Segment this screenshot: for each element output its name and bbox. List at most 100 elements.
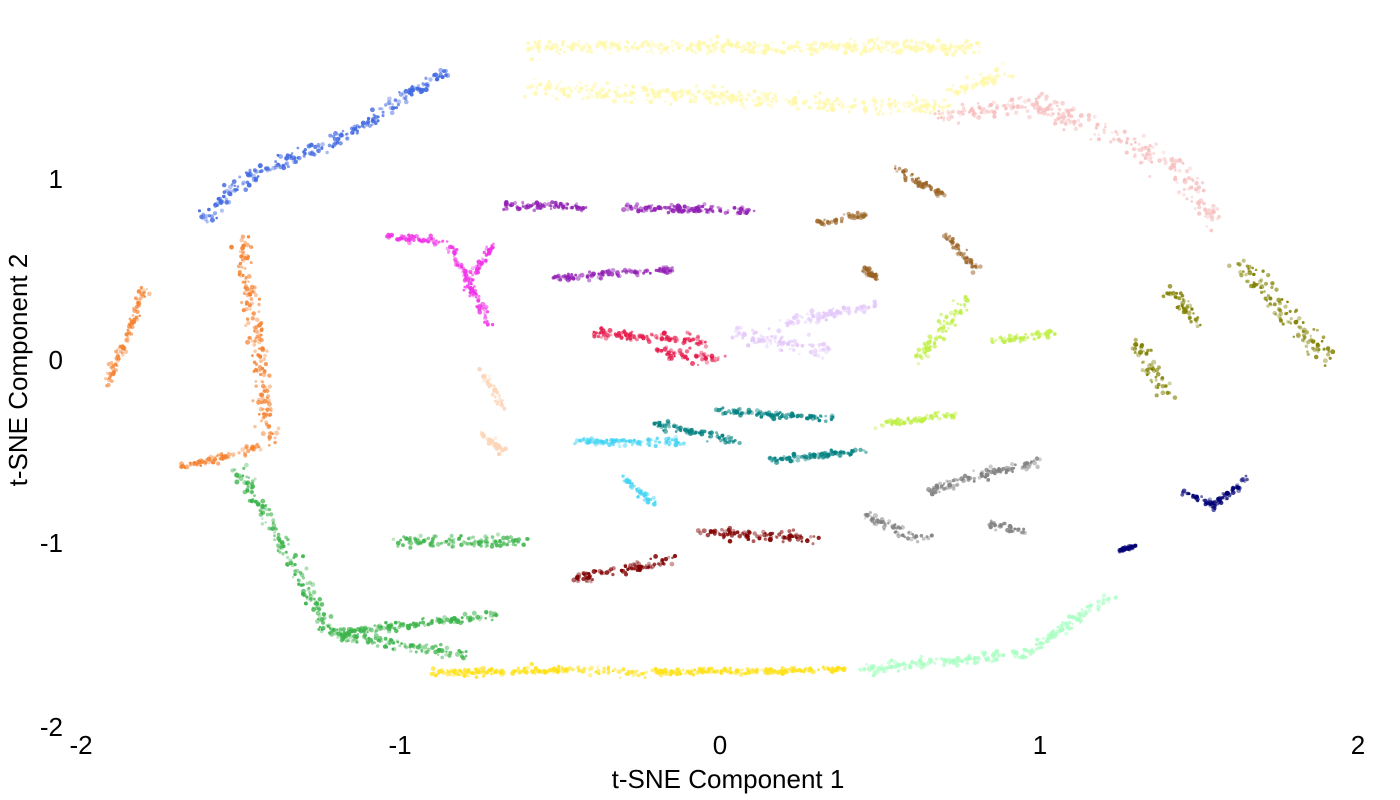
scatter-point (249, 489, 254, 495)
scatter-point (433, 72, 439, 78)
scatter-point (590, 88, 594, 92)
scatter-point (674, 430, 678, 433)
scatter-point (391, 103, 394, 106)
scatter-point (713, 359, 717, 363)
scatter-point (944, 315, 948, 320)
scatter-point (954, 663, 960, 668)
scatter-point (1079, 619, 1083, 623)
scatter-point (529, 661, 534, 667)
scatter-point (893, 167, 897, 170)
scatter-point (1055, 100, 1059, 104)
scatter-point (1025, 109, 1030, 113)
scatter-point (694, 342, 698, 346)
scatter-point (944, 51, 950, 57)
scatter-point (963, 297, 968, 302)
scatter-point (495, 390, 499, 395)
scatter-point (484, 313, 487, 317)
scatter-point (915, 421, 919, 424)
scatter-point (459, 262, 464, 268)
scatter-point (813, 354, 817, 357)
scatter-point (790, 320, 796, 326)
scatter-point (1172, 176, 1178, 182)
scatter-point (245, 317, 250, 321)
scatter-point (669, 561, 675, 567)
scatter-point (1013, 463, 1017, 467)
series-group (730, 299, 878, 360)
scatter-point (482, 306, 488, 312)
scatter-point (1056, 116, 1061, 121)
scatter-point (704, 96, 708, 100)
scatter-point (293, 159, 299, 164)
scatter-point (266, 424, 271, 430)
scatter-point (850, 103, 856, 109)
scatter-point (297, 578, 301, 583)
scatter-point (953, 308, 958, 314)
scatter-point (743, 411, 748, 415)
scatter-point (666, 50, 670, 54)
scatter-point (741, 411, 745, 415)
scatter-point (902, 45, 906, 49)
scatter-point (1070, 614, 1075, 620)
scatter-point (1202, 201, 1206, 206)
scatter-point (887, 97, 891, 101)
scatter-point (687, 45, 693, 51)
scatter-point (257, 302, 261, 307)
scatter-point (431, 671, 437, 676)
scatter-point (483, 316, 488, 321)
scatter-point (1304, 344, 1309, 349)
scatter-point (1188, 166, 1192, 171)
scatter-point (802, 453, 807, 459)
scatter-point (440, 74, 445, 80)
scatter-point (243, 240, 247, 244)
scatter-point (869, 515, 873, 518)
scatter-point (404, 99, 409, 105)
scatter-point (630, 671, 633, 674)
scatter-point (422, 84, 425, 87)
scatter-point (752, 40, 757, 45)
scatter-point (734, 98, 738, 101)
scatter-point (909, 38, 914, 43)
scatter-point (753, 341, 757, 345)
scatter-point (934, 414, 939, 418)
scatter-point (278, 550, 282, 554)
scatter-point (1137, 142, 1141, 146)
scatter-point (532, 77, 536, 81)
scatter-point (977, 105, 982, 110)
scatter-point (994, 528, 998, 532)
scatter-point (822, 450, 828, 456)
scatter-point (949, 319, 954, 324)
scatter-point (650, 564, 656, 569)
scatter-point (1259, 284, 1265, 290)
scatter-point (995, 105, 999, 109)
scatter-point (623, 45, 627, 49)
scatter-point (824, 318, 828, 322)
scatter-point (1067, 620, 1072, 625)
scatter-point (471, 294, 475, 298)
scatter-point (278, 154, 284, 159)
scatter-point (811, 542, 815, 546)
scatter-point (1244, 272, 1248, 277)
scatter-point (940, 328, 945, 334)
scatter-point (759, 334, 763, 338)
scatter-point (702, 92, 706, 96)
scatter-point (985, 109, 988, 113)
scatter-point (444, 73, 448, 77)
scatter-point (840, 104, 846, 110)
scatter-point (691, 337, 696, 342)
scatter-point (1137, 147, 1142, 152)
scatter-point (484, 670, 489, 675)
scatter-point (1169, 158, 1174, 163)
scatter-point (708, 48, 712, 53)
scatter-point (896, 533, 901, 539)
scatter-point (411, 234, 415, 238)
scatter-point (812, 535, 816, 538)
scatter-point (1026, 114, 1032, 120)
scatter-point (1056, 104, 1059, 108)
scatter-point (754, 330, 758, 335)
scatter-point (826, 44, 832, 50)
scatter-point (1012, 529, 1015, 533)
scatter-point (1297, 325, 1301, 329)
scatter-point (905, 536, 911, 541)
scatter-point (360, 124, 363, 128)
scatter-point (1097, 133, 1101, 136)
